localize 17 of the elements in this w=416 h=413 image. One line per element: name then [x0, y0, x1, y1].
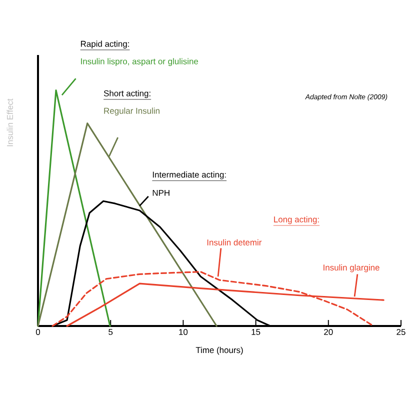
x-tick-label: 0	[36, 329, 40, 336]
x-tick-label: 20	[324, 329, 333, 336]
text: Insulin detemir	[207, 239, 262, 246]
text: Rapid acting:	[80, 40, 129, 49]
x-tick-label: 10	[179, 329, 188, 336]
annotation: Short acting:	[104, 90, 150, 98]
text: Insulin glargine	[324, 264, 380, 272]
x-tick-label: 25	[396, 329, 406, 336]
annotation: Intermediate acting:	[152, 171, 226, 180]
annotation: Long acting:	[274, 216, 319, 224]
x-tick-label: 5	[108, 329, 113, 335]
text: Insulin lispro, aspart or glulisine	[81, 58, 198, 66]
text: NPH	[152, 190, 170, 196]
text: Regular Insulin	[104, 108, 160, 116]
x-tick-label: 15	[252, 329, 260, 335]
x-axis-title: Time (hours)	[196, 346, 243, 355]
y-axis-title: Insulin Effect	[6, 98, 13, 146]
